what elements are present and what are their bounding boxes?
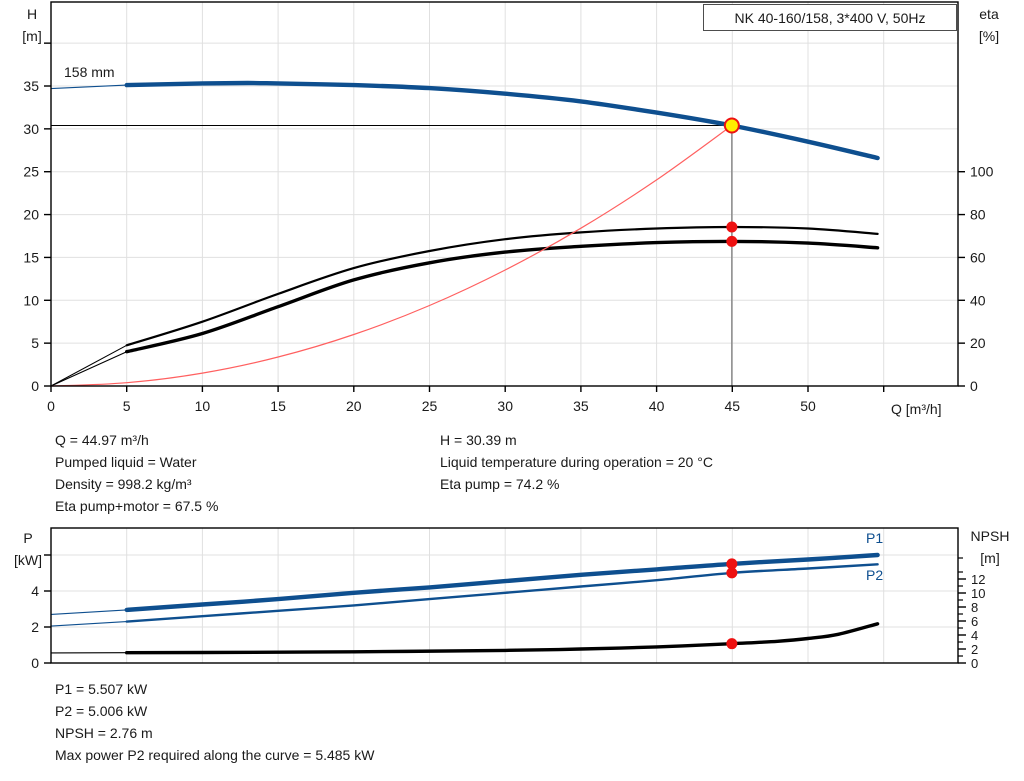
p-tick-label-0: 0 [31,655,39,671]
h-tick-label-25: 25 [23,164,39,180]
stat-eta-pump: Eta pump = 74.2 % [440,476,560,492]
q-tick-label-15: 15 [270,398,286,414]
h-tick-label-20: 20 [23,207,39,223]
q-tick-label-45: 45 [725,398,741,414]
npsh-marker [726,638,738,650]
q-tick-label-20: 20 [346,398,362,414]
npsh-tick-label-8: 8 [971,600,978,615]
eta-tick-label-60: 60 [970,249,986,265]
h-tick-label-5: 5 [31,335,39,351]
npsh-axis-title: NPSH [m] [962,525,1018,569]
stat-p1: P1 = 5.507 kW [55,681,148,697]
p-tick-label-2: 2 [31,619,39,635]
p-tick-label-4: 4 [31,583,39,599]
npsh-tick-label-4: 4 [971,628,978,643]
h-tick-label-10: 10 [23,292,39,308]
eta-pump-motor [125,239,880,354]
p2-curve [125,563,879,623]
q-tick-label-10: 10 [195,398,211,414]
npsh-tick-label-12: 12 [971,572,985,587]
h-tick-label-30: 30 [23,121,39,137]
p2-curve-lead [50,621,128,627]
q-tick-label-40: 40 [649,398,665,414]
npsh-axis-unit: [m] [980,550,1000,566]
eta-tick-label-80: 80 [970,207,986,223]
p1-curve [124,552,880,613]
stat-h: H = 30.39 m [440,432,517,448]
duty-stats-bottom: P1 = 5.507 kW P2 = 5.006 kW NPSH = 2.76 … [55,678,374,766]
impeller-size-label: 158 mm [64,64,115,80]
q-tick-label-35: 35 [573,398,589,414]
stat-eta-pump-motor: Eta pump+motor = 67.5 % [55,498,219,514]
h-tick-label-35: 35 [23,78,39,94]
pump-curve-158mm-lead [50,84,128,90]
h-axis-label: H [26,6,38,22]
npsh-axis-label: NPSH [970,528,1010,544]
eta-pump-motor-lead [50,351,128,387]
pump-title-box: NK 40-160/158, 3*400 V, 50Hz [703,4,957,31]
duty-stats-right: H = 30.39 m Liquid temperature during op… [440,429,713,495]
eta-tick-label-40: 40 [970,292,986,308]
stat-q: Q = 44.97 m³/h [55,432,149,448]
stat-p2: P2 = 5.006 kW [55,703,148,719]
duty-point-marker[interactable] [723,117,740,134]
pump-title: NK 40-160/158, 3*400 V, 50Hz [734,9,926,26]
eta-pump-marker [726,221,738,233]
p-axis-title: P [kW] [6,527,50,571]
p2-curve-label: P2 [866,567,884,583]
top-chart-frame [50,1,959,387]
eta-pump-motor-marker [726,235,738,247]
stat-max-power: Max power P2 required along the curve = … [55,747,375,763]
p2-marker [726,567,738,579]
h-axis-title: H [m] [12,3,52,47]
q-tick-label-50: 50 [800,398,816,414]
p-axis-label: P [23,530,33,546]
eta-axis-title: eta [%] [964,3,1014,47]
eta-pump-lead [50,344,128,387]
q-tick-label-30: 30 [497,398,513,414]
q-tick-label-25: 25 [422,398,438,414]
stat-npsh: NPSH = 2.76 m [55,725,153,741]
q-tick-label-0: 0 [47,398,55,414]
h-tick-label-0: 0 [31,378,39,394]
eta-pump [125,225,879,347]
p1-curve-lead [50,609,128,615]
eta-tick-label-0: 0 [970,378,978,394]
q-tick-label-5: 5 [123,398,131,414]
eta-tick-label-100: 100 [970,164,994,180]
eta-axis-unit: [%] [978,28,1000,44]
h-axis-unit: [m] [22,28,42,44]
npsh-tick-label-6: 6 [971,614,978,629]
system-curve [50,124,733,387]
stat-density: Density = 998.2 kg/m³ [55,476,192,492]
npsh-curve [125,622,880,655]
pump-curve-158mm [124,80,880,161]
bottom-chart-frame [50,527,959,664]
eta-axis-label: eta [979,6,999,22]
p-axis-unit: [kW] [14,552,42,568]
npsh-tick-label-0: 0 [971,656,978,671]
npsh-tick-label-2: 2 [971,642,978,657]
p1-curve-label: P1 [866,530,884,546]
eta-tick-label-20: 20 [970,335,986,351]
duty-stats-left: Q = 44.97 m³/h Pumped liquid = Water Den… [55,429,218,517]
p1-marker [726,558,738,570]
h-tick-label-15: 15 [23,249,39,265]
stat-pumped-liquid: Pumped liquid = Water [55,454,197,470]
stat-liquid-temperature: Liquid temperature during operation = 20… [440,454,713,470]
npsh-tick-label-10: 10 [971,586,985,601]
q-axis-title: Q [m³/h] [891,401,942,417]
